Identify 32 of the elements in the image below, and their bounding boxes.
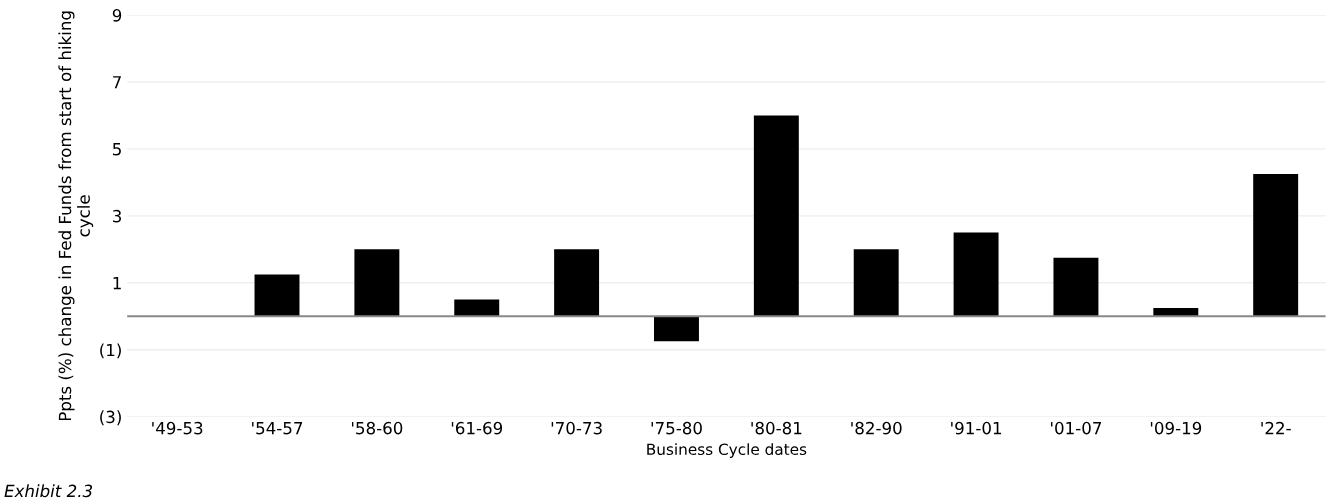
y-axis-title: Ppts (%) change in Fed Funds from start of hiking cycle	[58, 11, 94, 421]
x-tick-label: '49-53	[152, 421, 203, 435]
y-tick-label: 7	[113, 76, 121, 89]
bar	[354, 249, 400, 317]
x-tick-label: '54-57	[252, 422, 303, 435]
text: Exhibit 2.3	[4, 484, 93, 498]
x-tick-label: '75-80	[651, 421, 702, 435]
x-tick-label: '80-81	[751, 421, 802, 435]
x-tick-label: '91-01	[951, 421, 1002, 435]
y-tick-label: 1	[113, 276, 121, 290]
x-tick-label: '01-07	[1051, 421, 1102, 435]
bar	[853, 249, 899, 317]
x-tick-label: '82-90	[851, 421, 902, 435]
bar	[454, 299, 500, 317]
bar	[654, 316, 699, 342]
bar	[1053, 257, 1099, 317]
x-tick-label: '58-60	[351, 421, 403, 435]
y-tick-label: (1)	[100, 343, 121, 359]
x-tick-label: '09-19	[1150, 421, 1202, 435]
y-tick-label: 3	[113, 209, 122, 223]
x-tick-label: '61-69	[451, 421, 503, 435]
bar	[953, 232, 999, 317]
x-axis-title: Business Cycle dates	[647, 443, 807, 458]
bar	[1253, 174, 1299, 317]
y-tick-label: (3)	[100, 410, 121, 426]
y-tick-label: 5	[113, 143, 121, 156]
bar	[554, 249, 600, 317]
y-tick-label: 9	[112, 9, 122, 22]
x-tick-label: '22-	[1261, 421, 1291, 435]
x-tick-label: '70-73	[551, 421, 602, 435]
bar	[254, 274, 300, 317]
bar	[753, 115, 799, 317]
